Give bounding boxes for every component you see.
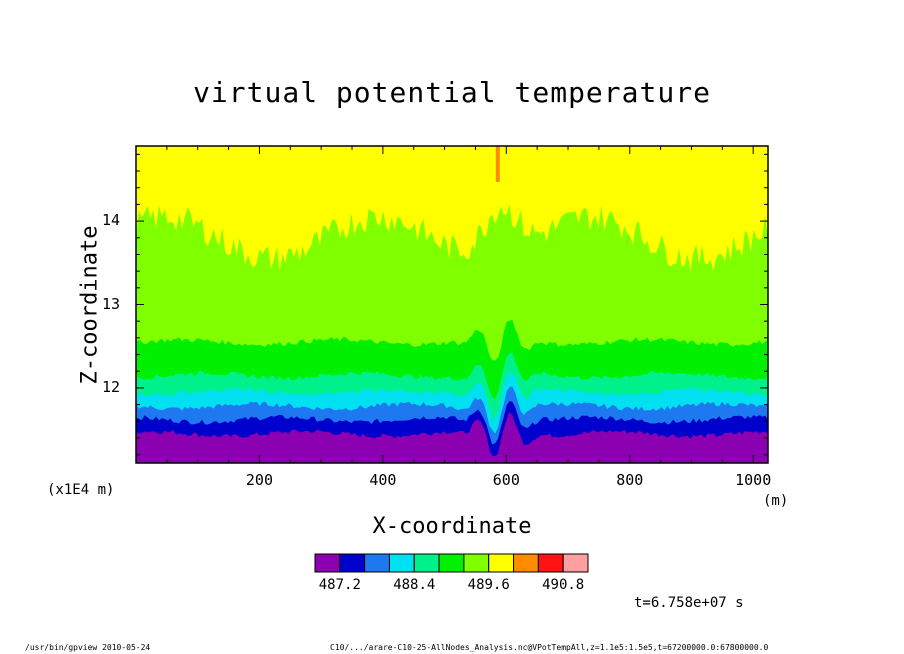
- time-label: t=6.758e+07 s: [634, 595, 744, 611]
- colorbar-label: 490.8: [542, 577, 585, 593]
- colorbar-swatch: [488, 553, 515, 573]
- x-axis-unit: (m): [763, 493, 789, 509]
- footer-source: C10/.../arare-C10-25-AllNodes_Analysis.n…: [330, 643, 769, 652]
- colorbar-swatch: [463, 553, 490, 573]
- x-tick-label: 800: [616, 471, 644, 489]
- x-axis-label: X-coordinate: [372, 514, 532, 539]
- colorbar-swatch: [413, 553, 440, 573]
- colorbar-swatch: [562, 553, 589, 573]
- colorbar-swatch: [339, 553, 366, 573]
- footer-program: /usr/bin/gpview 2010-05-24: [25, 643, 151, 652]
- x-tick-label: 600: [492, 471, 520, 489]
- colorbar-label: 489.6: [467, 577, 510, 593]
- colorbar-swatch: [364, 553, 390, 573]
- contour-band-7: [136, 146, 768, 272]
- y-tick-label: 12: [102, 377, 121, 396]
- y-axis-label: Z-coordinate: [77, 225, 103, 385]
- x-tick-label: 1000: [735, 471, 772, 489]
- colorbar-swatch: [438, 553, 465, 573]
- colorbar-swatch: [314, 553, 341, 573]
- x-tick-label: 200: [245, 471, 273, 489]
- colorbar-label: 488.4: [393, 577, 436, 593]
- colorbar-label: 487.2: [318, 577, 361, 593]
- y-tick-label: 14: [102, 211, 121, 230]
- contour-band-8: [495, 146, 500, 182]
- y-tick-label: 13: [102, 294, 121, 313]
- y-axis-unit: (x1E4 m): [47, 482, 115, 498]
- colorbar-swatch: [513, 553, 539, 573]
- chart-title: virtual potential temperature: [193, 76, 711, 109]
- x-tick-label: 400: [369, 471, 397, 489]
- colorbar-swatch: [388, 553, 415, 573]
- colorbar-swatch: [537, 553, 564, 573]
